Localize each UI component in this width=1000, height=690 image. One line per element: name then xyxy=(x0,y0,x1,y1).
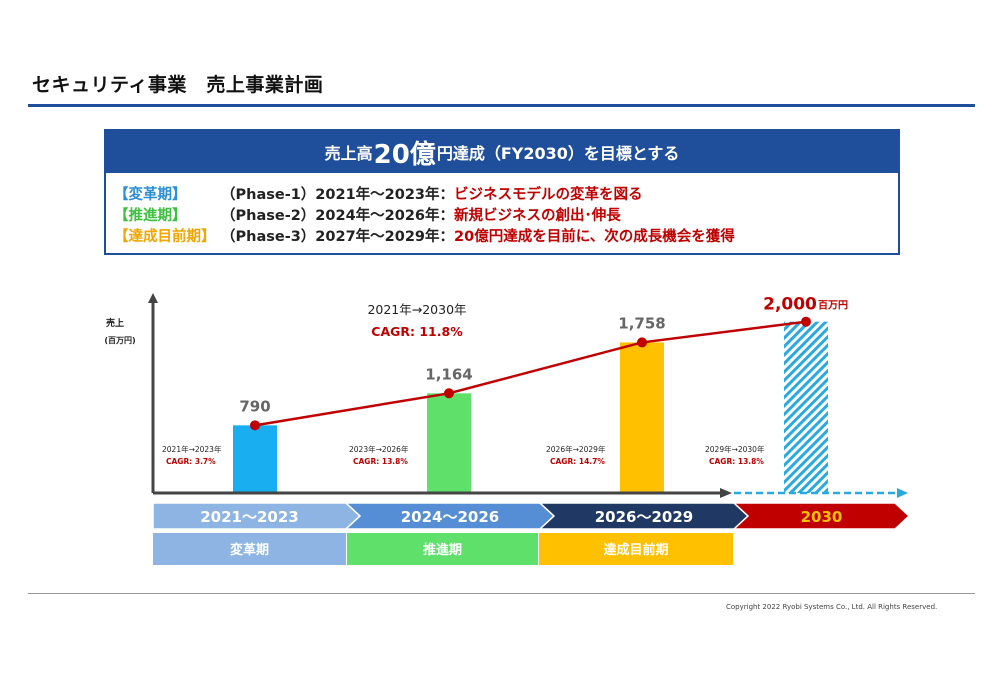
cagr-note-value-1: CAGR: 3.7% xyxy=(166,457,216,466)
timeline-label-1: 2021～2023 xyxy=(200,508,299,526)
copyright-text: Copyright 2022 Ryobi Systems Co., Ltd. A… xyxy=(726,603,938,611)
footer-divider xyxy=(28,593,975,594)
phase-box-label-1: 変革期 xyxy=(230,542,269,558)
cagr-note-period-3: 2026年→2029年 xyxy=(546,444,606,454)
timeline-arrow-4 xyxy=(732,502,911,530)
cagr-note-period-4: 2029年→2030年 xyxy=(705,444,765,454)
phase-row-2: 【推進期】 （Phase-2）2024年～2026年：新規ビジネスの創出･伸長 xyxy=(114,204,621,225)
phase-bracket: 【推進期】 xyxy=(114,208,187,224)
value-label-3: 1,758 xyxy=(618,314,665,332)
cagr-note-period-2: 2023年→2026年 xyxy=(349,444,409,454)
bar-2 xyxy=(427,393,471,493)
value-label-1: 790 xyxy=(239,397,270,415)
value-unit-label: 百万円 xyxy=(818,300,848,312)
cagr-note-period-1: 2021年→2023年 xyxy=(162,444,222,454)
cagr-headline-period: 2021年→2030年 xyxy=(367,302,466,317)
trend-point-3 xyxy=(637,337,647,348)
x-axis-extension-arrowhead xyxy=(897,488,908,498)
page-title: セキュリティ事業 売上事業計画 xyxy=(32,74,324,96)
phase-bracket: 【達成目前期】 xyxy=(114,229,216,245)
goal-suffix: 円達成（FY2030）を目標とする xyxy=(436,144,680,163)
y-axis-arrowhead xyxy=(148,293,158,303)
trend-point-1 xyxy=(250,420,260,431)
timeline-label-4: 2030 xyxy=(801,508,843,526)
phase-box-1 xyxy=(153,533,346,565)
phase-box-2 xyxy=(347,533,538,565)
value-label-4: 2,000 xyxy=(763,295,817,315)
trend-line xyxy=(254,320,807,427)
x-axis-arrowhead xyxy=(720,488,732,498)
cagr-note-value-3: CAGR: 14.7% xyxy=(550,457,605,466)
phase-box-label-3: 達成目前期 xyxy=(603,542,668,558)
trend-point-4 xyxy=(801,316,811,327)
goal-box: 売上高 20億 円達成（FY2030）を目標とする 【変革期】 （Phase-1）20… xyxy=(104,129,900,255)
bar-3 xyxy=(620,342,664,493)
trend-point-2 xyxy=(444,388,454,399)
phase-text: 20億円達成を目前に、次の成長機会を獲得 xyxy=(454,229,735,245)
y-axis-label: 売上 xyxy=(106,317,124,329)
cagr-note-value-4: CAGR: 13.8% xyxy=(709,457,764,466)
phase-row-3: 【達成目前期】 （Phase-3）2027年～2029年：20億円達成を目前に、次… xyxy=(114,225,735,246)
y-axis-unit: (百万円) xyxy=(104,336,135,345)
phase-box-label-2: 推進期 xyxy=(423,542,462,558)
phase-text: ビジネスモデルの変革を図る xyxy=(454,187,643,203)
phase-text: 新規ビジネスの創出･伸長 xyxy=(454,208,621,224)
phase-row-1: 【変革期】 （Phase-1）2021年～2023年：ビジネスモデルの変革を図る xyxy=(114,183,643,204)
value-label-2: 1,164 xyxy=(425,365,472,383)
bar-4 xyxy=(784,321,828,493)
cagr-note-value-2: CAGR: 13.8% xyxy=(353,457,408,466)
timeline-label-3: 2026～2029 xyxy=(595,508,694,526)
bar-1 xyxy=(233,425,277,493)
timeline-label-2: 2024～2026 xyxy=(401,508,500,526)
goal-headline: 売上高 20億 円達成（FY2030）を目標とする xyxy=(106,131,898,173)
goal-amount: 20億 xyxy=(373,139,436,170)
phase-bracket: 【変革期】 xyxy=(114,187,187,203)
phase-box-3 xyxy=(539,533,733,565)
phase-period: （Phase-1）2021年～2023年： xyxy=(221,187,455,203)
cagr-headline-value: CAGR: 11.8% xyxy=(371,324,463,339)
phase-period: （Phase-2）2024年～2026年： xyxy=(221,208,455,224)
goal-prefix: 売上高 xyxy=(324,144,373,163)
phase-period: （Phase-3）2027年～2029年： xyxy=(221,229,455,245)
title-divider xyxy=(28,104,975,107)
